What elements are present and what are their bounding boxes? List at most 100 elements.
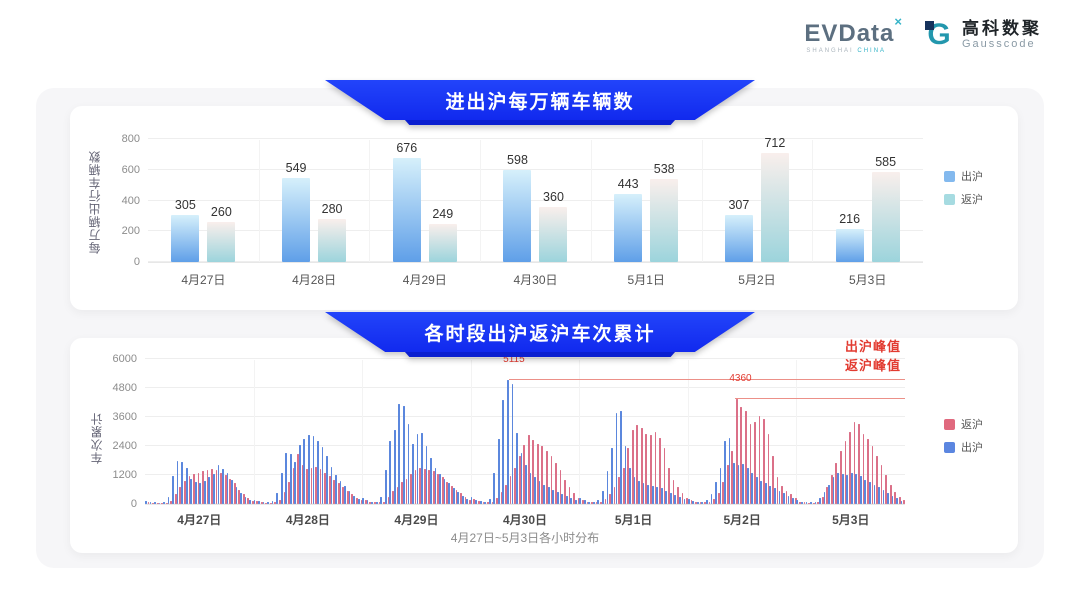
bar-return-shanghai[interactable] [672, 479, 675, 504]
bar-exit-shanghai[interactable] [303, 438, 306, 504]
bar-return-shanghai[interactable] [894, 491, 897, 504]
bar-exit-shanghai[interactable] [502, 400, 505, 504]
bar-exit-shanghai[interactable] [679, 496, 681, 504]
bar-return-shanghai[interactable] [315, 466, 317, 504]
bar-exit-shanghai[interactable] [217, 465, 220, 504]
bar-exit-shanghai[interactable] [814, 501, 817, 504]
bar-exit-shanghai[interactable] [375, 501, 378, 504]
bar-return-shanghai[interactable] [808, 502, 810, 504]
bar-exit-shanghai[interactable] [764, 483, 767, 504]
bar-exit-shanghai[interactable] [294, 461, 297, 504]
bar-return-shanghai[interactable] [460, 493, 462, 504]
bar-return-shanghai[interactable] [749, 424, 752, 504]
bar-return-shanghai[interactable] [324, 472, 327, 504]
bar-exit-shanghai[interactable] [687, 499, 690, 504]
bar-return-shanghai[interactable] [862, 433, 865, 504]
bar-exit-shanghai[interactable] [475, 499, 477, 504]
bar-return-shanghai[interactable] [849, 431, 851, 504]
bar-exit-shanghai[interactable] [181, 461, 184, 504]
bar-return-shanghai[interactable] [441, 477, 444, 504]
bar-return-shanghai[interactable] [541, 446, 544, 504]
bar-return-shanghai[interactable] [731, 450, 734, 504]
bar-return-shanghai[interactable] [532, 439, 535, 504]
bar-exit-shanghai[interactable] [330, 466, 333, 504]
bar-exit-shanghai[interactable] [199, 483, 202, 504]
bar-return-shanghai[interactable] [550, 455, 553, 504]
bar-return-shanghai[interactable] [478, 501, 480, 504]
bar-return-shanghai[interactable] [505, 484, 507, 504]
bar-exit-shanghai[interactable] [611, 448, 613, 504]
bar-return-shanghai[interactable] [265, 502, 268, 504]
bar-exit-shanghai[interactable] [547, 487, 550, 504]
bar-exit-shanghai[interactable] [393, 430, 396, 504]
bar-return-shanghai[interactable] [278, 500, 281, 504]
bar-exit-shanghai[interactable] [570, 497, 573, 504]
bar-return-shanghai[interactable] [858, 424, 860, 504]
bar-exit-shanghai[interactable] [538, 481, 541, 504]
bar-exit-shanghai[interactable] [470, 496, 473, 504]
bar-exit-shanghai[interactable] [832, 477, 835, 504]
bar-return-shanghai[interactable] [591, 502, 593, 504]
bar-return-shanghai[interactable] [555, 462, 557, 504]
bar-return-shanghai[interactable] [496, 497, 498, 504]
bar-exit-shanghai[interactable] [534, 477, 536, 504]
bar-return-shanghai[interactable] [668, 467, 670, 504]
bar-exit-shanghai[interactable] [317, 441, 319, 504]
bar-exit-shanghai[interactable]: 216 [835, 212, 864, 262]
bar-return-shanghai[interactable] [740, 407, 743, 504]
bar-exit-shanghai[interactable] [878, 487, 880, 504]
bar-exit-shanghai[interactable] [511, 384, 514, 504]
bar-exit-shanghai[interactable] [552, 489, 555, 504]
bar-return-shanghai[interactable] [889, 484, 892, 504]
bar-return-shanghai[interactable] [627, 448, 630, 504]
bar-return-shanghai[interactable] [821, 496, 824, 504]
bar-return-shanghai[interactable] [898, 496, 901, 504]
bar-return-shanghai[interactable] [758, 415, 761, 504]
bar-exit-shanghai[interactable] [271, 501, 274, 504]
bar-return-shanghai[interactable] [152, 502, 155, 504]
bar-exit-shanghai[interactable] [434, 467, 437, 504]
bar-return-shanghai[interactable] [527, 435, 530, 504]
bar-return-shanghai[interactable] [695, 501, 697, 504]
bar-exit-shanghai[interactable] [307, 435, 310, 504]
bar-exit-shanghai[interactable] [696, 501, 699, 504]
bar-exit-shanghai[interactable] [828, 484, 830, 504]
bar-exit-shanghai[interactable] [783, 493, 785, 504]
bar-exit-shanghai[interactable] [588, 501, 591, 504]
bar-exit-shanghai[interactable] [669, 493, 672, 504]
bar-return-shanghai[interactable] [337, 483, 340, 504]
bar-exit-shanghai[interactable] [507, 380, 509, 504]
bar-exit-shanghai[interactable] [344, 485, 346, 504]
bar-return-shanghai[interactable] [469, 500, 471, 504]
bar-exit-shanghai[interactable] [366, 500, 369, 504]
bar-exit-shanghai[interactable] [398, 403, 401, 504]
bar-exit-shanghai[interactable] [384, 470, 387, 504]
bar-exit-shanghai[interactable] [231, 479, 233, 504]
bar-return-shanghai[interactable] [573, 493, 575, 504]
bar-exit-shanghai[interactable] [810, 502, 812, 504]
bar-return-shanghai[interactable] [202, 471, 204, 504]
bar-return-shanghai[interactable] [423, 468, 426, 504]
bar-exit-shanghai[interactable] [746, 467, 749, 504]
bar-return-shanghai[interactable] [206, 470, 209, 504]
bar-return-shanghai[interactable] [640, 427, 643, 504]
bar-exit-shanghai[interactable] [289, 454, 292, 504]
bar-exit-shanghai[interactable] [516, 432, 518, 504]
bar-return-shanghai[interactable] [654, 431, 657, 504]
bar-return-shanghai[interactable] [871, 446, 874, 504]
bar-return-shanghai[interactable] [156, 502, 159, 504]
bar-return-shanghai[interactable] [885, 475, 887, 504]
bar-exit-shanghai[interactable] [357, 499, 360, 504]
bar-exit-shanghai[interactable] [841, 473, 844, 504]
bar-return-shanghai[interactable] [545, 450, 548, 504]
bar-return-shanghai[interactable] [297, 454, 299, 504]
bar-return-shanghai[interactable] [650, 435, 652, 504]
bar-return-shanghai[interactable] [414, 470, 417, 504]
bar-exit-shanghai[interactable] [158, 502, 161, 504]
bar-exit-shanghai[interactable] [145, 500, 147, 504]
bar-exit-shanghai[interactable] [326, 455, 328, 504]
bar-exit-shanghai[interactable] [497, 438, 500, 504]
bar-exit-shanghai[interactable] [258, 501, 260, 504]
bar-return-shanghai[interactable] [618, 477, 621, 504]
bar-exit-shanghai[interactable] [430, 458, 432, 504]
